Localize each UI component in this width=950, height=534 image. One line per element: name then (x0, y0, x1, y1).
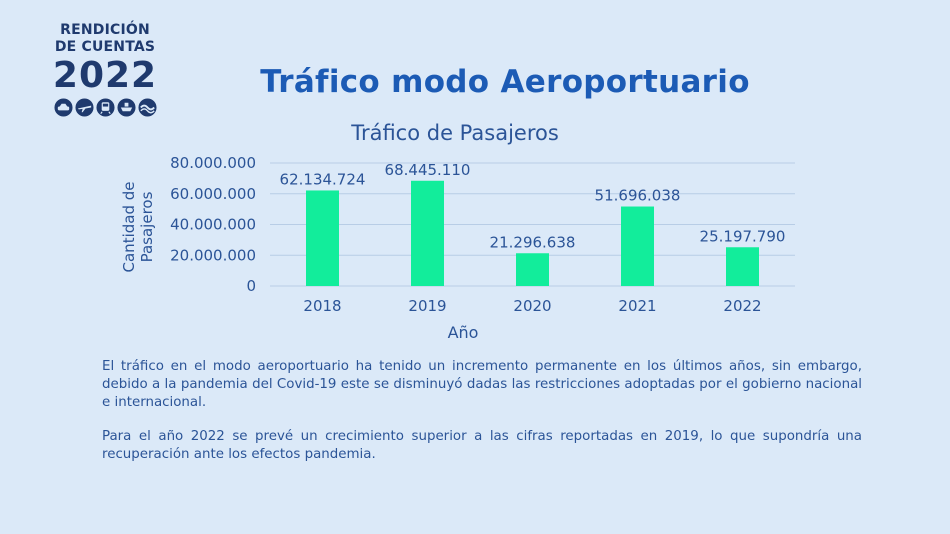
car-icon (53, 98, 73, 117)
y-tick-label: 40.000.000 (170, 216, 256, 234)
chart-data-labels: 62.134.724 68.445.110 21.296.638 51.696.038… (280, 161, 786, 251)
bar-2019 (411, 180, 444, 286)
x-tick-label-2019: 2019 (408, 297, 446, 315)
x-tick-label-2020: 2020 (513, 297, 551, 315)
chart-title: Tráfico de Pasajeros (350, 121, 559, 145)
y-tick-label: 0 (246, 277, 256, 295)
plane-icon (74, 98, 94, 117)
ship-icon (116, 98, 136, 117)
logo-year: 2022 (52, 55, 158, 96)
transport-icons (30, 98, 180, 117)
logo-line-1: RENDICIÓN (60, 22, 150, 38)
chart-bars (306, 180, 759, 286)
description: El tráfico en el modo aeroportuario ha t… (102, 358, 862, 480)
data-label-2020: 21.296.638 (490, 233, 576, 251)
bar-2022 (726, 247, 759, 286)
description-paragraph-1: El tráfico en el modo aeroportuario ha t… (102, 359, 862, 410)
report-logo: RENDICIÓN DE CUENTAS 2022 (30, 22, 180, 117)
y-axis-label-line: Cantidad de (120, 182, 138, 273)
x-tick-label-2021: 2021 (618, 297, 656, 315)
y-tick-label: 20.000.000 (170, 246, 256, 264)
x-tick-label-2018: 2018 (303, 297, 341, 315)
y-axis-ticks: 0 20.000.000 40.000.000 60.000.000 80.000.00… (170, 154, 256, 295)
data-label-2021: 51.696.038 (595, 187, 681, 205)
x-axis-ticks: 2018 2019 2020 2021 2022 (303, 297, 761, 315)
x-tick-label-2022: 2022 (723, 297, 761, 315)
wave-icon (137, 98, 157, 117)
data-label-2019: 68.445.110 (385, 161, 471, 179)
train-icon (95, 98, 115, 117)
logo-line-2: DE CUENTAS (54, 39, 156, 55)
passenger-traffic-chart: Tráfico de Pasajeros 0 20.000.000 40.000.0… (120, 121, 795, 342)
x-axis-label: Año (448, 323, 479, 342)
bar-2020 (516, 253, 549, 286)
bar-2021 (621, 206, 654, 286)
y-axis-label-line: Pasajeros (138, 191, 156, 262)
data-label-2022: 25.197.790 (700, 227, 786, 245)
y-tick-label: 80.000.000 (170, 154, 256, 172)
data-label-2018: 62.134.724 (280, 170, 366, 188)
bar-2018 (306, 190, 339, 286)
y-axis-label: Cantidad dePasajeros (120, 182, 156, 273)
y-tick-label: 60.000.000 (170, 185, 256, 203)
slide-title: Tráfico modo Aeroportuario (260, 64, 750, 100)
description-paragraph-2: Para el año 2022 se prevé un crecimiento… (102, 429, 862, 462)
